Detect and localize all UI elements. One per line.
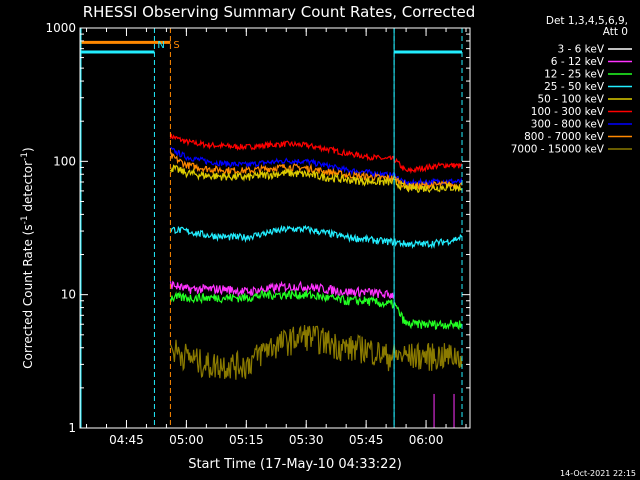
series-line xyxy=(169,164,463,194)
legend-label: 7000 - 15000 keV xyxy=(511,144,605,156)
time-marker-label: S xyxy=(173,40,179,51)
axes: 1 10 100 1000 04:45 05:00 05:15 05:30 05:45 06:00 xyxy=(45,21,471,447)
x-axis-label: Start Time (17-May-10 04:33:22) xyxy=(188,457,402,472)
series-line xyxy=(169,146,463,188)
legend-label: 6 - 12 keV xyxy=(551,56,605,68)
series-line xyxy=(169,280,395,300)
chart-title: RHESSI Observing Summary Count Rates, Co… xyxy=(83,3,476,21)
x-tick-label: 05:15 xyxy=(229,433,264,447)
y-tick-label: 1 xyxy=(68,421,76,435)
y-axis-label: Corrected Count Rate (s-1 detector-1) xyxy=(20,147,35,368)
legend-label: 800 - 7000 keV xyxy=(524,131,605,143)
x-tick-label: 06:00 xyxy=(409,433,444,447)
x-tick-label: 05:00 xyxy=(169,433,204,447)
x-tick-label: 05:45 xyxy=(349,433,384,447)
y-tick-label: 100 xyxy=(53,154,76,168)
legend-label: 12 - 25 keV xyxy=(544,69,605,81)
series-line xyxy=(169,325,463,380)
series-line xyxy=(169,133,463,175)
axes-box xyxy=(79,27,471,429)
time-marker-label: N xyxy=(157,40,164,51)
timestamp: 14-Oct-2021 22:15 xyxy=(560,469,636,478)
legend-label: 300 - 800 keV xyxy=(531,119,605,131)
series-line xyxy=(169,289,462,331)
x-tick-label: 05:30 xyxy=(289,433,324,447)
x-tick-label: 04:45 xyxy=(109,433,144,447)
series-line xyxy=(169,151,463,191)
legend-label: 25 - 50 keV xyxy=(544,81,605,93)
series-line xyxy=(169,224,463,250)
legend-label: 100 - 300 keV xyxy=(531,106,605,118)
legend-label: 50 - 100 keV xyxy=(537,94,604,106)
legend-header: Att 0 xyxy=(603,26,628,38)
y-tick-label: 1000 xyxy=(45,21,76,35)
y-tick-label: 10 xyxy=(61,288,76,302)
legend-header: Det 1,3,4,5,6,9, xyxy=(546,15,628,27)
legend-label: 3 - 6 keV xyxy=(557,44,604,56)
